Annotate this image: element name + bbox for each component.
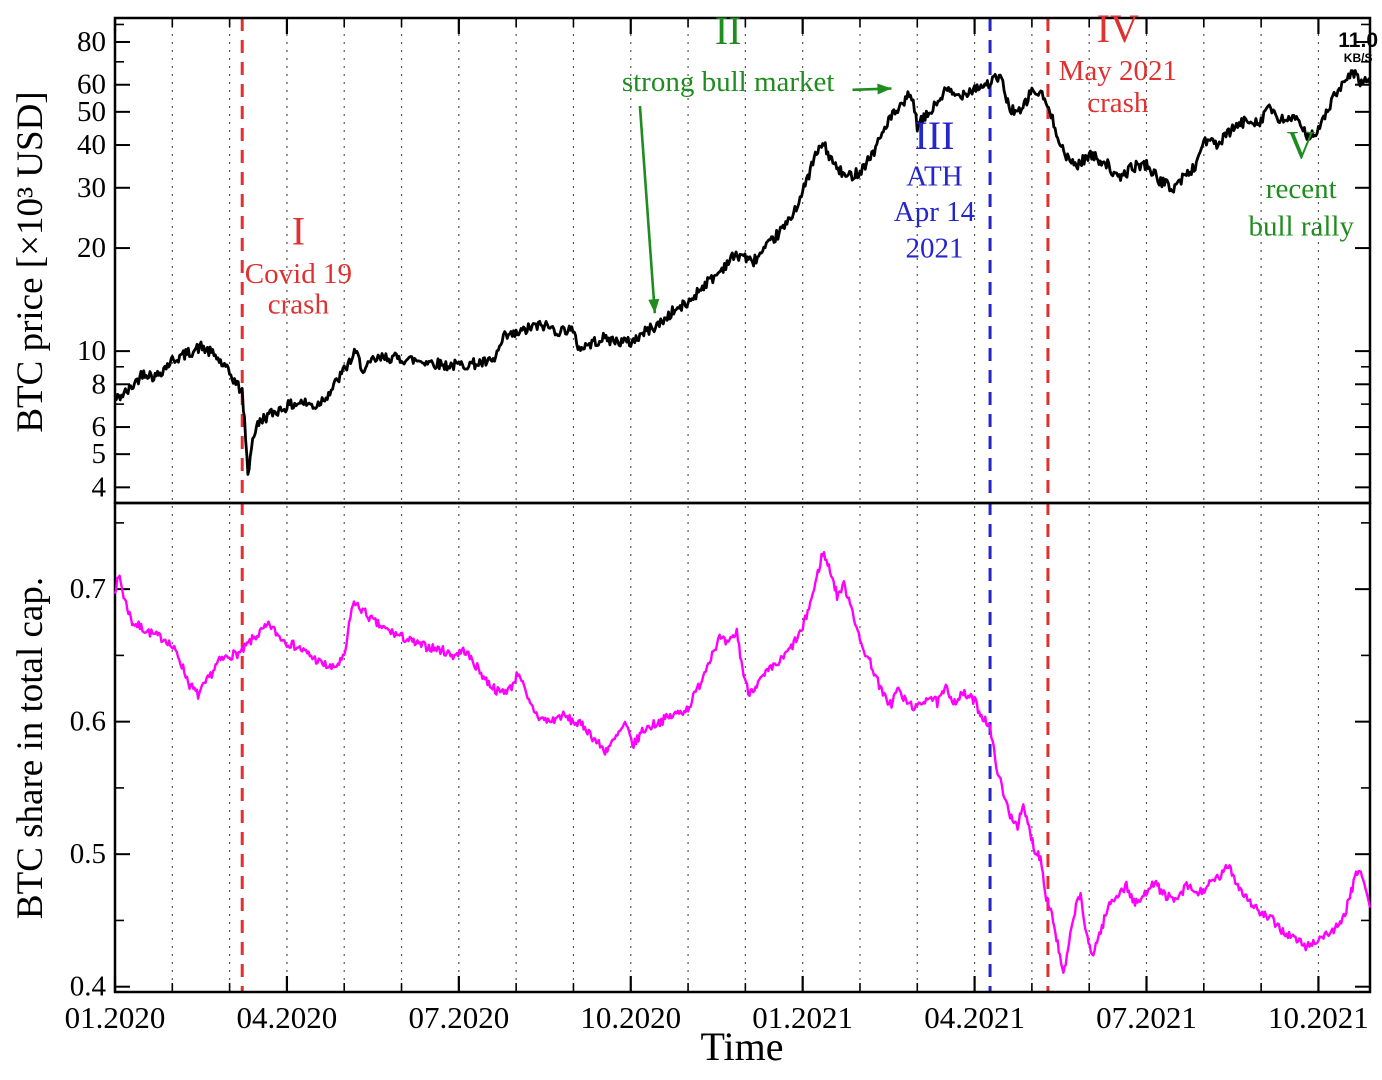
ytick-label: 20 bbox=[77, 232, 106, 264]
ytick-label: 30 bbox=[77, 172, 106, 204]
ytick-label: 8 bbox=[92, 368, 107, 400]
annotation-10: May 2021 bbox=[1059, 55, 1177, 87]
annotation-arrowhead-1 bbox=[648, 298, 660, 314]
annotation-arrow-1 bbox=[638, 105, 657, 314]
ytick-label: 0.7 bbox=[70, 573, 106, 605]
ytick-label: 4 bbox=[92, 471, 107, 503]
xtick-label: 10.2021 bbox=[1268, 1000, 1369, 1035]
time-axis-label: Time bbox=[700, 1024, 783, 1069]
annotation-1: Covid 19 bbox=[245, 258, 352, 290]
annotation-13: recent bbox=[1266, 173, 1337, 205]
share-panel-border bbox=[113, 501, 1372, 994]
ytick-label: 0.4 bbox=[70, 971, 107, 1003]
annotation-0: I bbox=[292, 208, 305, 253]
xtick-label: 04.2020 bbox=[237, 1000, 338, 1035]
annotation-9: IV bbox=[1097, 6, 1139, 51]
xtick-label: 01.2020 bbox=[65, 1000, 166, 1035]
btc-price-series bbox=[114, 69, 1372, 476]
network-speed-unit: KB/S bbox=[1343, 51, 1373, 66]
xtick-label: 10.2020 bbox=[580, 1000, 681, 1035]
xtick-label: 04.2021 bbox=[924, 1000, 1025, 1035]
price-axis-label: BTC price [×10³ USD] bbox=[10, 91, 51, 432]
ytick-label: 50 bbox=[77, 96, 106, 128]
network-speed-overlay: 11.0 KB/S bbox=[1338, 29, 1378, 66]
btc-share-series bbox=[113, 550, 1372, 974]
ytick-label: 6 bbox=[92, 411, 107, 443]
annotation-5: III bbox=[914, 113, 954, 158]
ytick-label: 0.6 bbox=[70, 706, 106, 738]
annotation-2: crash bbox=[268, 288, 330, 320]
annotation-6: ATH bbox=[906, 160, 962, 192]
annotation-11: crash bbox=[1087, 87, 1149, 119]
xtick-label: 01.2021 bbox=[752, 1000, 853, 1035]
annotation-8: 2021 bbox=[905, 232, 963, 264]
network-speed-value: 11.0 bbox=[1338, 29, 1378, 52]
ytick-label: 60 bbox=[77, 69, 106, 101]
xtick-label: 07.2020 bbox=[408, 1000, 509, 1035]
annotation-3: II bbox=[715, 8, 742, 53]
ytick-label: 80 bbox=[77, 26, 106, 58]
ytick-label: 10 bbox=[77, 335, 106, 367]
annotation-12: V bbox=[1287, 123, 1316, 168]
xtick-label: 07.2021 bbox=[1096, 1000, 1197, 1035]
annotation-14: bull rally bbox=[1248, 210, 1354, 242]
annotation-7: Apr 14 bbox=[894, 196, 976, 228]
share-axis-label: BTC share in total cap. bbox=[10, 577, 51, 919]
ytick-label: 0.5 bbox=[70, 838, 106, 870]
annotation-arrowhead-0 bbox=[877, 83, 892, 95]
ytick-label: 40 bbox=[77, 129, 106, 161]
annotation-4: strong bull market bbox=[622, 66, 835, 98]
ytick-label: 5 bbox=[92, 438, 107, 470]
